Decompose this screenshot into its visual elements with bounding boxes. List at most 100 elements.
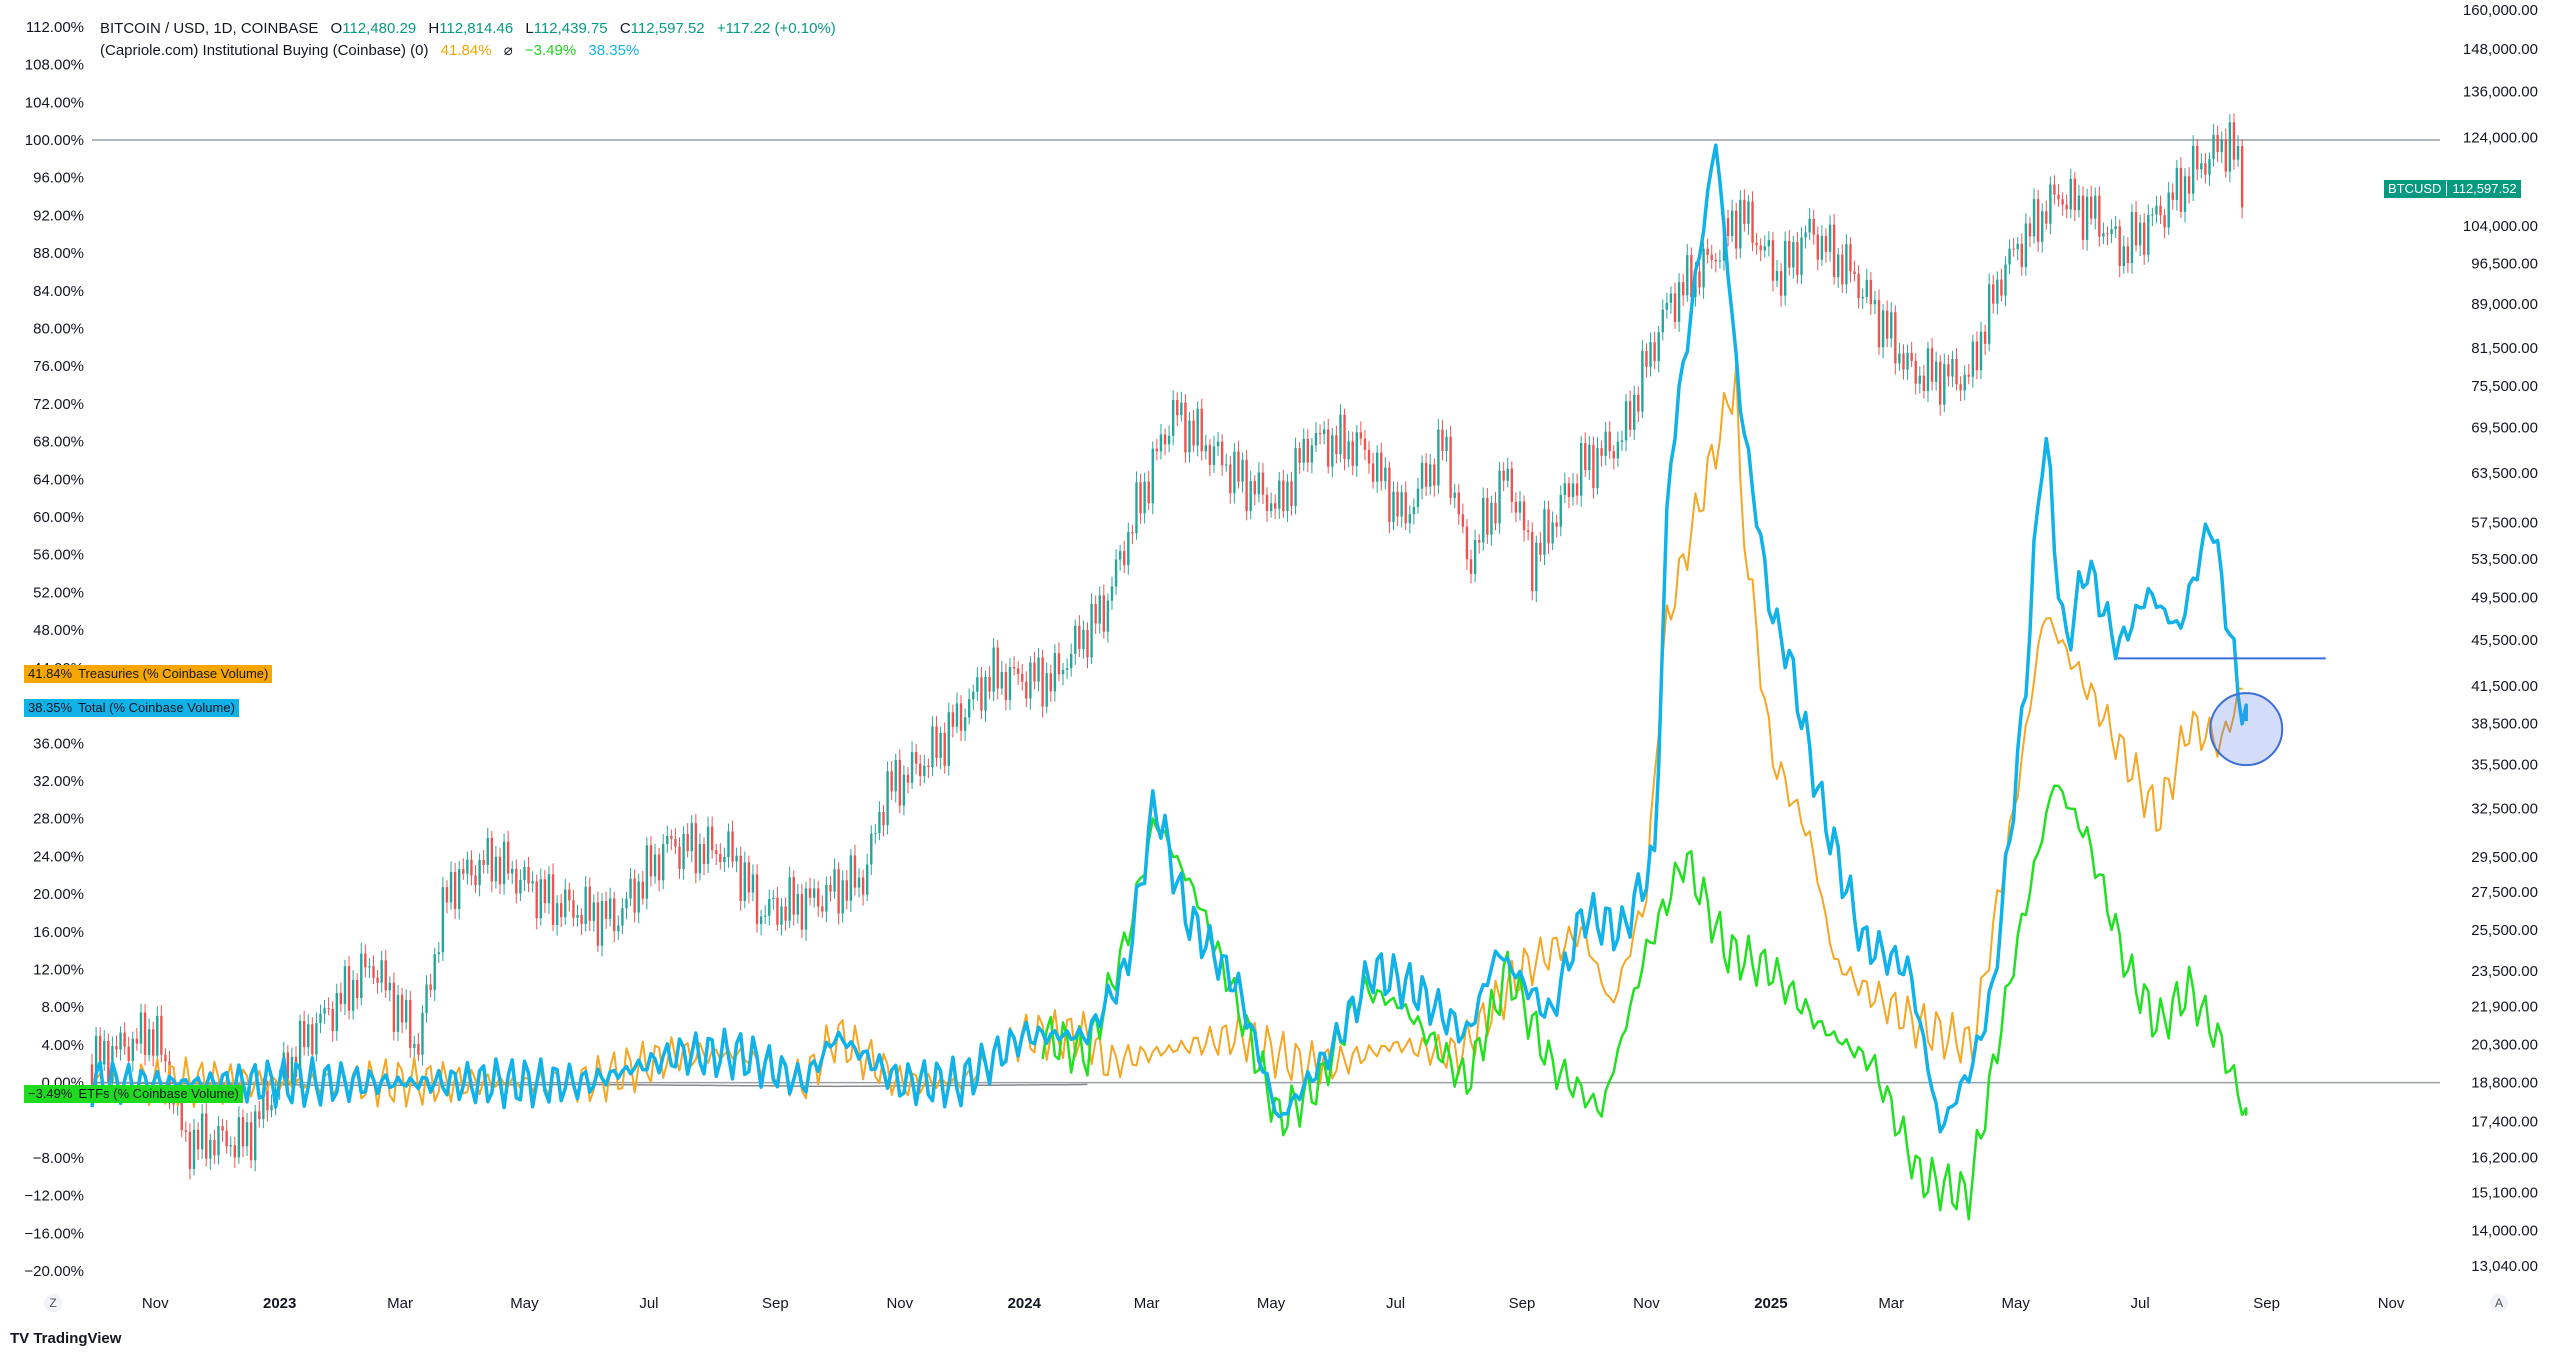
price-candle-body <box>1461 514 1465 527</box>
price-candle-body <box>1914 360 1917 384</box>
price-candle-body <box>217 1126 220 1156</box>
price-candle-body <box>1767 240 1771 247</box>
indicator-value-total: 38.35% <box>588 42 640 59</box>
left-axis-tick-label: 72.00% <box>33 396 84 413</box>
price-candle-body <box>1212 446 1216 465</box>
right-axis-tick-label: 32,500.00 <box>2471 801 2538 818</box>
price-candle-body <box>2008 248 2011 265</box>
x-axis-tick-label: Mar <box>1134 1295 1160 1312</box>
left-axis-tick-label: 112.00% <box>26 19 84 36</box>
price-candle-body <box>1677 282 1681 322</box>
price-candle-body <box>1037 657 1040 682</box>
symbol-title: BITCOIN / USD, 1D, COINBASE <box>100 20 319 37</box>
price-candle-body <box>1645 351 1648 367</box>
price-candle-body <box>1249 481 1252 511</box>
price-candle-body <box>1947 364 1950 377</box>
price-candle-body <box>539 879 542 919</box>
price-candle-body <box>939 733 942 758</box>
price-candle-body <box>531 881 534 884</box>
price-candle-body <box>1367 449 1371 464</box>
price-candle-body <box>1857 274 1860 299</box>
x-axis-tick-label: Nov <box>1633 1295 1660 1312</box>
price-candle-body <box>1559 495 1562 527</box>
price-candle-body <box>1155 448 1159 452</box>
price-candle-body <box>2114 226 2117 230</box>
right-axis-tick-label: 25,500.00 <box>2471 922 2538 939</box>
left-axis-tick-label: 48.00% <box>33 622 84 639</box>
price-candle-body <box>147 1029 151 1055</box>
price-candle-body <box>580 914 583 924</box>
price-candle-body <box>682 834 685 869</box>
price-candle-body <box>1273 503 1277 509</box>
price-candle-body <box>2065 204 2068 210</box>
price-candle-body <box>1783 240 1787 296</box>
left-axis-tick-label: 92.00% <box>33 207 84 224</box>
price-candle-body <box>902 774 906 806</box>
price-candle-body <box>1563 483 1567 496</box>
price-candle-body <box>808 888 812 898</box>
price-candle-body <box>417 1043 420 1055</box>
price-candle-body <box>498 856 502 885</box>
price-candle-body <box>959 703 963 731</box>
price-candle-body <box>878 811 881 834</box>
price-candle-body <box>1592 444 1595 489</box>
price-candle-body <box>270 1105 273 1111</box>
price-candle-body <box>1404 492 1407 524</box>
price-candle-body <box>1318 433 1322 435</box>
price-candle-body <box>1510 468 1514 502</box>
price-candle-body <box>1873 300 1877 305</box>
close-value: 112,597.52 <box>630 20 705 37</box>
price-candle-body <box>262 1087 265 1120</box>
price-candle-body <box>135 1038 139 1044</box>
price-candle-body <box>1094 604 1097 624</box>
left-axis-tick-label: 36.00% <box>33 735 84 752</box>
price-candle-body <box>1004 671 1008 700</box>
price-candle-body <box>641 881 644 899</box>
price-candle-body <box>1098 595 1101 624</box>
price-candle-body <box>1894 312 1897 364</box>
price-candle-body <box>331 1008 334 1032</box>
price-candle-body <box>1482 497 1485 543</box>
price-candle-body <box>1514 501 1518 513</box>
price-candle-body <box>2024 223 2028 267</box>
price-candle-body <box>1302 438 1305 463</box>
price-candle-body <box>747 862 751 893</box>
price-candle-body <box>1127 532 1130 566</box>
price-candle-body <box>143 1012 147 1055</box>
price-candle-body <box>935 726 938 758</box>
price-candle-body <box>298 1020 302 1077</box>
tradingview-brand: TV TradingView <box>10 1330 121 1347</box>
price-candle-body <box>245 1122 249 1147</box>
indicator-symbol: ⌀ <box>503 42 513 59</box>
price-candle-body <box>1755 242 1758 246</box>
price-candle-body <box>1967 374 1970 377</box>
price-candle-body <box>1955 358 1958 385</box>
price-candle-body <box>772 897 775 899</box>
price-candle-body <box>743 862 746 902</box>
price-candle-body <box>898 760 902 806</box>
price-candle-body <box>906 774 910 783</box>
price-candle-body <box>1710 254 1713 260</box>
low-value: 112,439.75 <box>533 20 608 37</box>
auto-scale-right-button[interactable]: A <box>2490 1294 2508 1312</box>
price-candle-body <box>1049 673 1052 692</box>
price-candle-body <box>2110 229 2113 235</box>
price-candle-body <box>865 864 869 895</box>
price-candle-body <box>947 712 950 766</box>
price-candle-body <box>115 1046 118 1050</box>
price-candle-body <box>2000 279 2003 296</box>
right-axis-tick-label: 81,500.00 <box>2471 340 2538 357</box>
price-candle-body <box>482 860 485 865</box>
x-axis-tick-label: 2025 <box>1754 1295 1787 1312</box>
price-candle-body <box>425 984 428 1013</box>
right-axis-tick-label: 148,000.00 <box>2463 41 2538 58</box>
price-candle-body <box>1571 483 1575 498</box>
price-candle-body <box>1053 653 1057 692</box>
price-candle-body <box>784 906 787 921</box>
price-candle-body <box>2171 192 2174 200</box>
price-candle-body <box>1661 309 1664 333</box>
price-candle-body <box>2081 195 2085 240</box>
price-candle-body <box>943 733 946 766</box>
auto-scale-left-button[interactable]: Z <box>44 1294 62 1312</box>
